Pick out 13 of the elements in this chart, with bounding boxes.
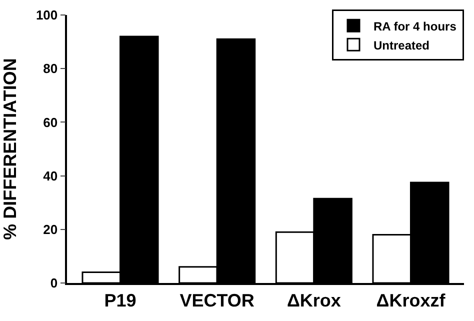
y-tick-label: 40 — [43, 168, 58, 184]
y-tick-label: 20 — [43, 222, 58, 237]
legend-label: Untreated — [374, 38, 430, 52]
x-tick-label: VECTOR — [180, 290, 254, 310]
y-tick-label: 80 — [43, 61, 58, 76]
y-axis-title: % DIFFERENTIATION — [0, 58, 20, 240]
x-tick-label: ΔKroxzf — [376, 290, 446, 310]
y-tick-label: 60 — [43, 114, 58, 130]
y-tick-label: 100 — [36, 8, 58, 23]
y-tick-label: 0 — [50, 276, 58, 291]
legend-label: RA for 4 hours — [374, 19, 457, 34]
x-tick-label: P19 — [104, 290, 136, 310]
x-tick-label: ΔKrox — [286, 290, 341, 310]
